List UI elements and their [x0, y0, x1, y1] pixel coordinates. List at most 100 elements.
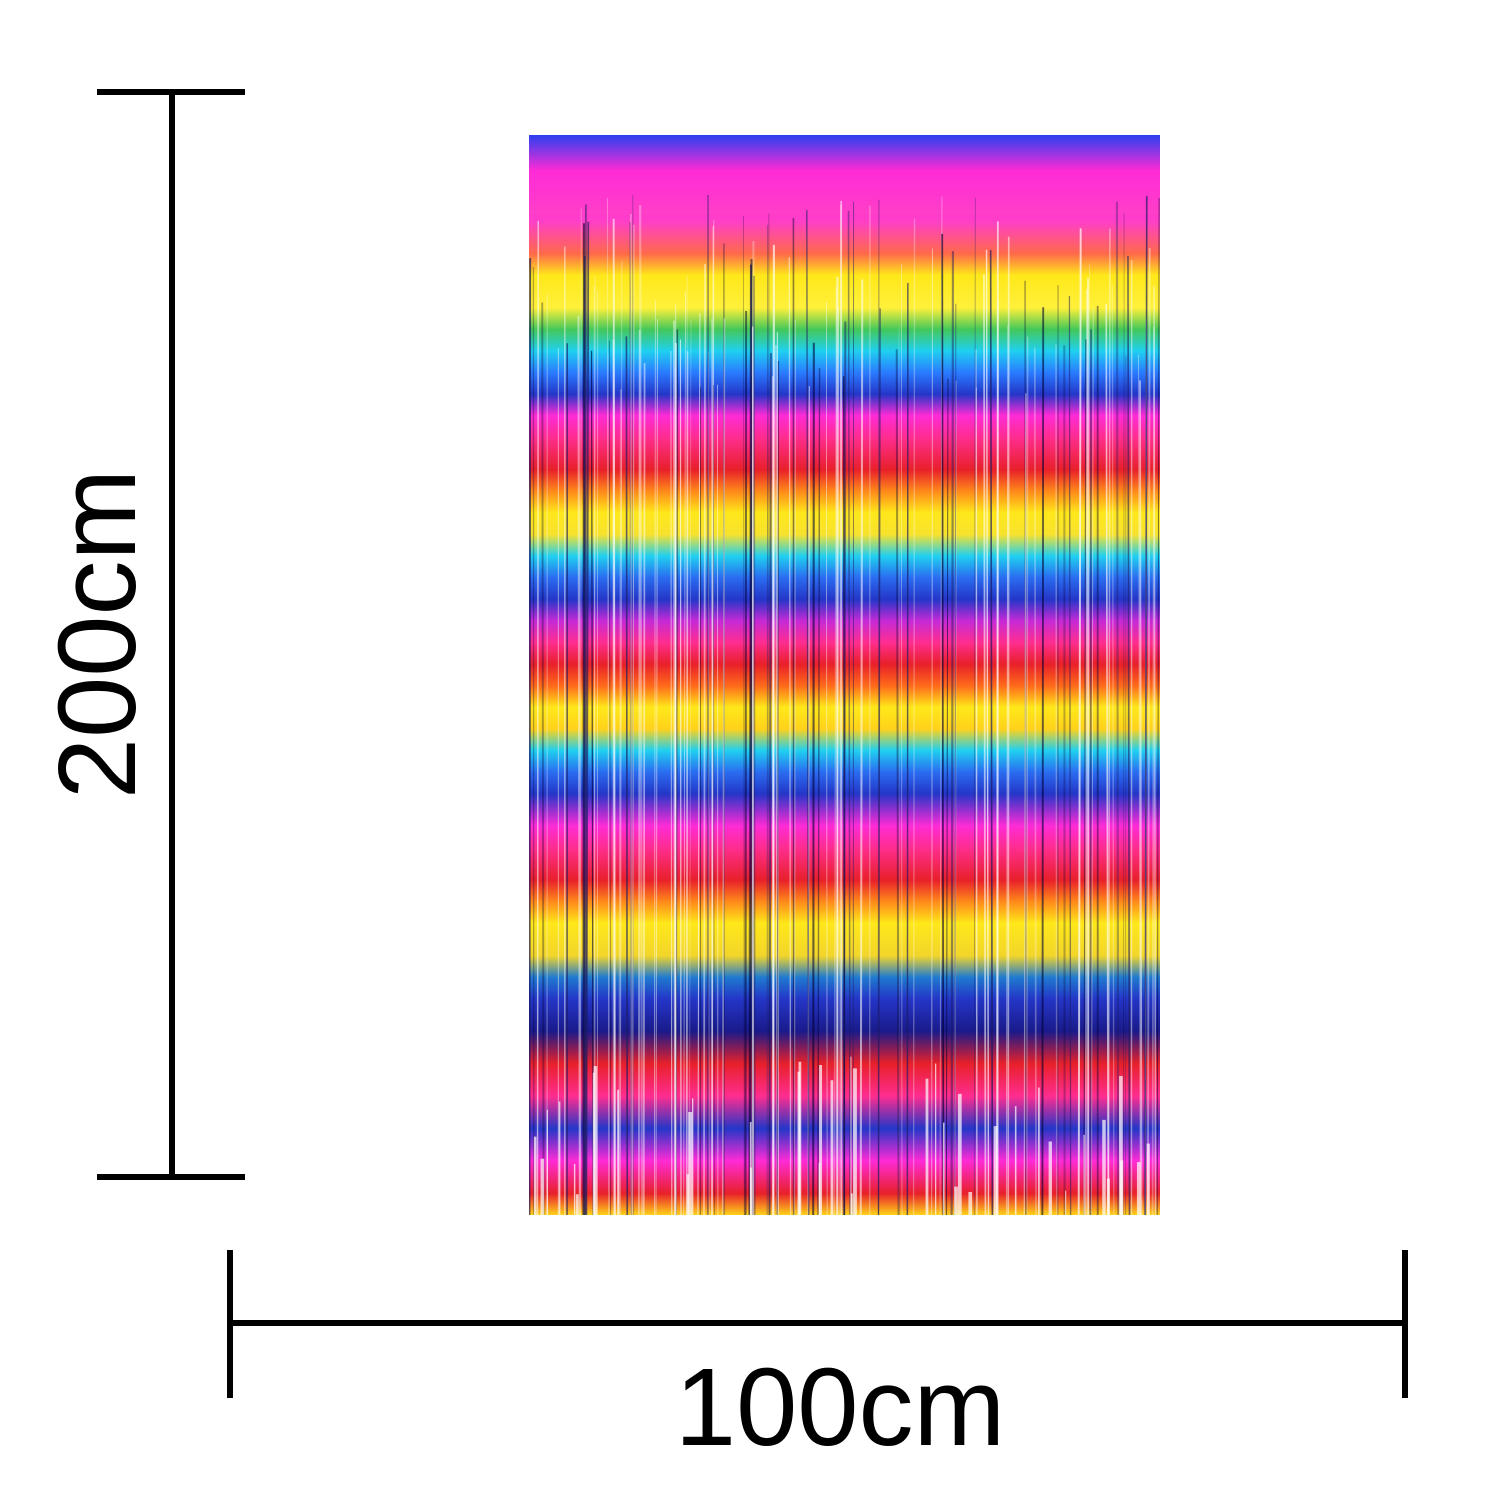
tinsel-strand [703, 264, 706, 1215]
tinsel-strand [689, 318, 692, 1215]
tinsel-curtain-image [529, 135, 1160, 1215]
fringe-gap [1083, 1134, 1085, 1215]
tinsel-strand [895, 349, 900, 1215]
tinsel-strand [768, 353, 772, 1215]
fringe-gap [954, 1186, 958, 1215]
tinsel-strand [812, 342, 815, 1215]
fringe-gap [925, 1078, 929, 1215]
fringe-gap [798, 1061, 802, 1215]
fringe-gap [1102, 1119, 1106, 1215]
tinsel-strand [1089, 329, 1092, 1215]
tinsel-strand [996, 221, 999, 1215]
tinsel-strand [941, 233, 945, 1215]
tinsel-strand [607, 198, 609, 1215]
fringe-gap [691, 1098, 694, 1215]
fringe-gap [575, 1194, 579, 1215]
tinsel-strand [983, 274, 987, 1215]
tinsel-strand [619, 260, 623, 1215]
tinsel-strand [618, 389, 622, 1215]
width-dimension-line [230, 1320, 1408, 1326]
tinsel-strand [859, 279, 864, 1215]
tinsel-strand [637, 329, 641, 1215]
fringe-gap [749, 1167, 752, 1215]
tinsel-strand [607, 353, 611, 1215]
tinsel-strand [679, 339, 682, 1215]
fringe-gap [558, 1101, 561, 1215]
fringe-gap [850, 1193, 853, 1215]
fringe-gap [1106, 1178, 1110, 1215]
tinsel-strand [743, 215, 745, 1215]
tinsel-strand [1005, 325, 1009, 1215]
tinsel-strand [775, 345, 778, 1215]
tinsel-strand [1024, 280, 1027, 1215]
tinsel-strand [817, 368, 821, 1215]
tinsel-strand [1023, 393, 1027, 1215]
tinsel-strand [1077, 228, 1082, 1215]
tinsel-strand [877, 308, 881, 1215]
tinsel-strand [842, 321, 847, 1215]
tinsel-strand [954, 303, 957, 1215]
tinsel-strand [1146, 247, 1151, 1215]
fringe-gap [573, 1163, 576, 1215]
tinsel-strand [1151, 326, 1155, 1215]
tinsel-strand [654, 300, 656, 1215]
tinsel-strand [953, 380, 958, 1215]
tinsel-strand [1123, 212, 1125, 1215]
fringe-gap [540, 1158, 545, 1215]
fringe-gap [1014, 1106, 1017, 1215]
height-label: 200cm [36, 468, 159, 800]
tinsel-strand [708, 351, 710, 1215]
width-dimension-right-cap [1402, 1250, 1408, 1398]
tinsel-strand [632, 224, 635, 1215]
tinsel-strand [776, 332, 779, 1215]
fringe-gap [533, 1136, 537, 1215]
tinsel-strand [950, 251, 955, 1215]
tinsel-strand [721, 318, 726, 1215]
tinsel-strand [712, 385, 715, 1215]
tinsel-strand [776, 361, 780, 1215]
fringe-gap [1038, 1087, 1040, 1215]
tinsel-strand [826, 302, 828, 1215]
tinsel-strand [674, 342, 677, 1215]
fringe-gap [1065, 1190, 1067, 1215]
fringe-gap [935, 1063, 937, 1215]
tinsel-strand [843, 376, 846, 1215]
tinsel-strand [931, 248, 933, 1215]
tinsel-strand [579, 208, 582, 1215]
tinsel-strand [1041, 307, 1045, 1215]
tinsel-strand [593, 285, 596, 1215]
tinsel-strand [612, 218, 616, 1215]
tinsel-strand [629, 221, 633, 1215]
fringe-gap [819, 1065, 823, 1215]
tinsel-strand [625, 336, 629, 1215]
fringe-gap [593, 1066, 598, 1215]
tinsel-strand [766, 224, 769, 1215]
tinsel-strand [833, 286, 838, 1215]
fringe-gap [957, 1093, 962, 1215]
height-dimension-line [169, 92, 175, 1178]
tinsel-strand [711, 226, 714, 1215]
tinsel-strand [577, 315, 581, 1215]
tinsel-strand [793, 319, 797, 1215]
tinsel-strand [608, 340, 612, 1215]
tinsel-strand [806, 210, 810, 1215]
tinsel-strand [1153, 286, 1157, 1215]
fringe-gap [617, 1089, 620, 1215]
tinsel-strand [697, 313, 701, 1215]
fringe-gap [830, 1080, 834, 1215]
tinsel-strand [1055, 344, 1058, 1215]
fringe-gap [850, 1056, 852, 1215]
fringe-gap [546, 1109, 549, 1215]
tinsel-strand [673, 320, 677, 1215]
tinsel-strand [847, 210, 851, 1215]
tinsel-strand [744, 310, 748, 1215]
tinsel-strand [1156, 197, 1160, 1215]
fringe-gap [1119, 1160, 1124, 1215]
tinsel-strand [1033, 347, 1037, 1215]
tinsel-strand [772, 244, 775, 1215]
tinsel-strand [912, 218, 916, 1215]
tinsel-strand [685, 351, 689, 1215]
fringe-gap [1119, 1075, 1123, 1215]
tinsel-strand [1127, 255, 1131, 1215]
tinsel-strand [711, 219, 715, 1215]
